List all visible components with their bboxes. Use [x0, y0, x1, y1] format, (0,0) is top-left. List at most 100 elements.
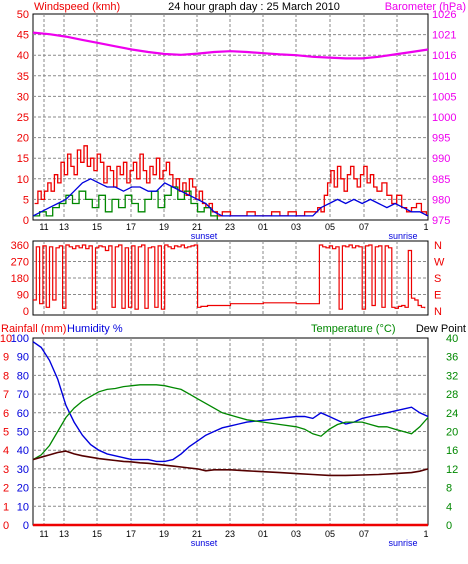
humidity-tick-label: 0	[23, 520, 29, 532]
wind-x-tick-label: 23	[225, 222, 235, 232]
wind-left-tick-labels: 0 5 10 15 20 25 30 35 40 45 50	[17, 9, 29, 227]
wind-x-tick-label: 21	[192, 222, 202, 232]
direction-tick-label: 360	[11, 240, 29, 252]
barometer-tick-label: 995	[432, 133, 450, 145]
temperature-x-tick-label: 07	[359, 529, 369, 539]
wind-x-tick-label: 19	[159, 222, 169, 232]
direction-left-tick-labels: 0 90 180 270 360	[11, 240, 29, 318]
wind-grid	[33, 14, 428, 220]
humidity-axis-label: Humidity %	[67, 323, 123, 335]
direction-tick-label: 270	[11, 257, 29, 269]
rainfall-tick-label: 10	[0, 333, 12, 345]
wind-x-tick-label: 15	[92, 222, 102, 232]
wind-x-tick-label: 03	[291, 222, 301, 232]
humidity-tick-label: 50	[17, 427, 29, 439]
temperature-tick-label: 4	[446, 501, 452, 513]
rainfall-tick-label: 0	[3, 520, 9, 532]
temperature-x-tick-label: 03	[291, 529, 301, 539]
wind-x-tick-label: 11	[39, 222, 48, 232]
windspeed-tick-label: 5	[23, 194, 29, 206]
wind-x-tick-label: 07	[359, 222, 369, 232]
wind-x-tick-label: 05	[325, 222, 335, 232]
wind-sunset-label: sunset	[191, 231, 218, 241]
temperature-grid	[33, 338, 428, 525]
compass-tick-label: N	[434, 306, 442, 318]
humidity-tick-label: 30	[17, 464, 29, 476]
barometer-series	[32, 31, 429, 60]
direction-tick-label: 90	[17, 290, 29, 302]
direction-tick-label: 180	[11, 273, 29, 285]
temperature-x-tick-label: 19	[159, 529, 169, 539]
temperature-tick-label: 16	[446, 445, 458, 457]
temperature-x-tick-label: 21	[192, 529, 202, 539]
humidity-series	[32, 341, 429, 463]
temperature-tick-label: 24	[446, 408, 458, 420]
windspeed-tick-label: 45	[17, 30, 29, 42]
chart-title: 24 hour graph day : 25 March 2010	[168, 1, 340, 13]
temperature-axis-label: Temperature (°C)	[311, 323, 395, 335]
wind-x-tick-label: 1	[423, 222, 428, 232]
temperature-x-tick-label: 13	[59, 529, 69, 539]
windspeed-tick-label: 25	[17, 112, 29, 124]
temperature-x-tick-label: 11	[39, 529, 48, 539]
humidity-tick-label: 80	[17, 370, 29, 382]
windspeed-tick-label: 20	[17, 133, 29, 145]
barometer-tick-label: 1010	[432, 71, 456, 83]
temperature-series-group	[32, 341, 429, 527]
rainfall-tick-label: 5	[3, 427, 9, 439]
compass-tick-label: S	[434, 273, 441, 285]
wind-x-tick-label: 17	[126, 222, 136, 232]
rainfall-tick-label: 3	[3, 464, 9, 476]
windspeed-tick-label: 10	[17, 174, 29, 186]
rainfall-axis-label: Rainfall (mm)	[1, 323, 66, 335]
barometer-tick-label: 980	[432, 194, 450, 206]
dewpoint-series	[32, 450, 429, 477]
windspeed-tick-label: 35	[17, 71, 29, 83]
rainfall-tick-label: 9	[3, 352, 9, 364]
rain-tick-labels: 0 1 2 3 4 5 6 7 8 9 10	[0, 333, 12, 532]
temperature-tick-label: 8	[446, 483, 452, 495]
rainfall-tick-label: 2	[3, 483, 9, 495]
compass-tick-label: N	[434, 240, 442, 252]
wind-x-tick-label: 13	[59, 222, 69, 232]
humidity-tick-label: 90	[17, 352, 29, 364]
barometer-tick-label: 1026	[432, 9, 456, 21]
windspeed-axis-label: Windspeed (kmh)	[34, 1, 120, 13]
dewpoint-axis-label: Dew Point	[416, 323, 466, 335]
temperature-tick-label: 20	[446, 427, 458, 439]
temperature-x-tick-label: 17	[126, 529, 136, 539]
temperature-x-tick-label: 1	[423, 529, 428, 539]
rainfall-tick-label: 4	[3, 445, 9, 457]
wind-right-tick-labels: 975 980 985 990 995 1000 1005 1010 1016 1021 1026	[432, 9, 456, 227]
wind-series-group	[32, 31, 429, 220]
temperature-x-tick-label: 01	[258, 529, 268, 539]
wind-gust-average-series	[32, 178, 429, 217]
humidity-tick-label: 60	[17, 408, 29, 420]
humidity-tick-label: 40	[17, 445, 29, 457]
humidity-tick-label: 70	[17, 389, 29, 401]
compass-tick-label: W	[434, 257, 445, 269]
direction-series-group	[33, 244, 426, 310]
humidity-tick-label: 20	[17, 483, 29, 495]
temperature-tick-label: 32	[446, 370, 458, 382]
temperature-tick-labels: 0 4 8 12 16 20 24 28 32 36 40	[446, 333, 458, 532]
barometer-tick-label: 1021	[432, 30, 456, 42]
temperature-tick-label: 40	[446, 333, 458, 345]
windspeed-tick-label: 15	[17, 153, 29, 165]
wind-x-tick-labels: 11 13 15 17 19 21 23 01 03 05 07 1	[39, 222, 428, 232]
temperature-tick-label: 36	[446, 352, 458, 364]
direction-tick-label: 0	[23, 306, 29, 318]
wind-x-tick-label: 01	[258, 222, 268, 232]
windspeed-tick-label: 0	[23, 215, 29, 227]
temperature-tick-label: 0	[446, 520, 452, 532]
rainfall-tick-label: 6	[3, 408, 9, 420]
rainfall-tick-label: 7	[3, 389, 9, 401]
temperature-x-tick-labels: 11 13 15 17 19 21 23 01 03 05 07 1	[39, 529, 428, 539]
humidity-tick-labels: 0 10 20 30 40 50 60 70 80 90 100	[11, 333, 29, 532]
